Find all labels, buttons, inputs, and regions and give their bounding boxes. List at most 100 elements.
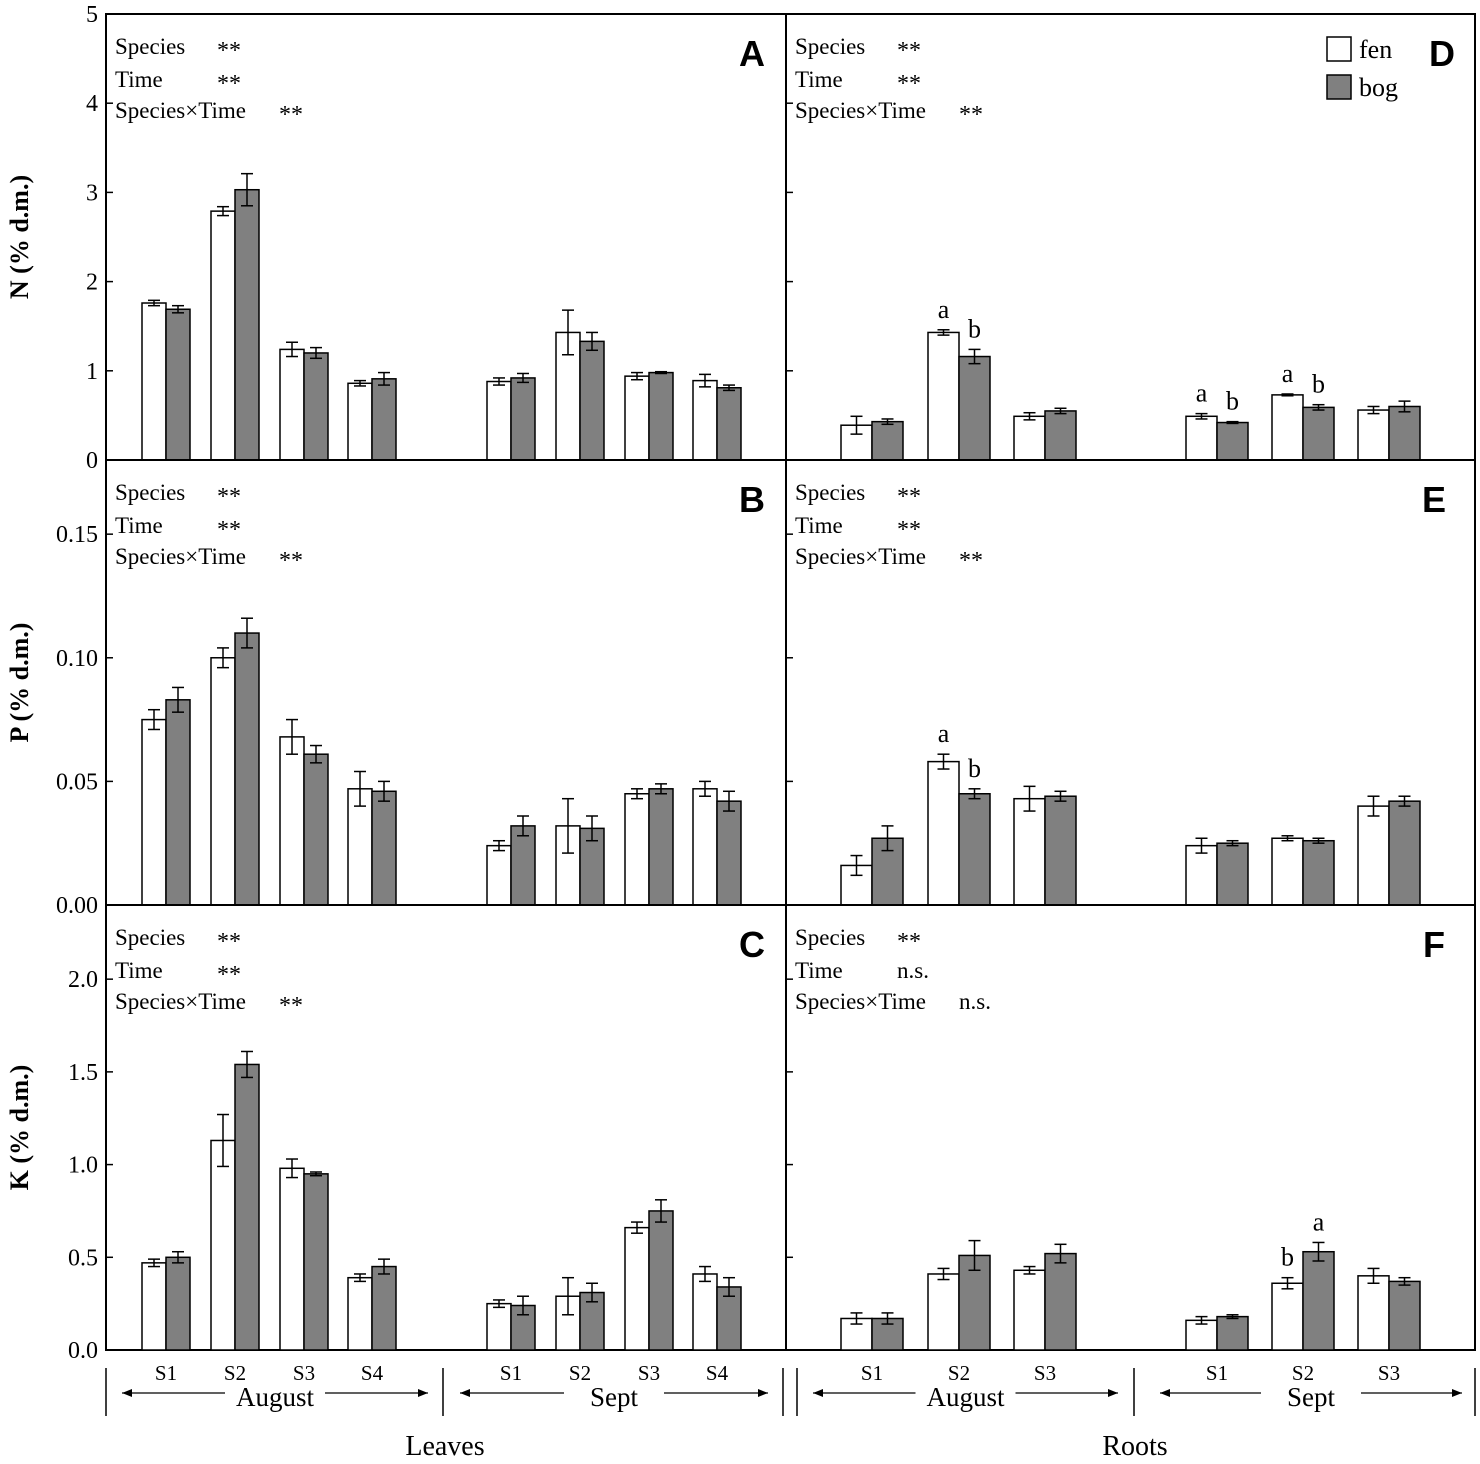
bar-bog xyxy=(1216,1315,1249,1351)
period-label: Sept xyxy=(1287,1382,1336,1412)
y-tick-label: 4 xyxy=(86,91,98,117)
stat-label: Species×Time xyxy=(795,544,926,569)
bar-fen xyxy=(1357,1275,1390,1351)
stat-value: ** xyxy=(897,71,921,97)
stat-label: Time xyxy=(115,67,163,92)
stat-label: Species×Time xyxy=(795,98,926,123)
bar-bog xyxy=(1216,421,1249,461)
stat-value: ** xyxy=(897,929,921,955)
bar-fen xyxy=(624,1226,650,1351)
stat-value: ** xyxy=(959,102,983,128)
y-tick-label: 0.15 xyxy=(56,522,98,548)
x-tick-label: S3 xyxy=(1034,1361,1056,1385)
stat-value: ** xyxy=(217,962,241,988)
y-tick-label: 1.0 xyxy=(68,1153,98,1179)
bar-fen xyxy=(279,1167,305,1351)
y-tick-label: 3 xyxy=(86,180,98,206)
panel-letter: D xyxy=(1429,33,1455,74)
panel-letter: F xyxy=(1423,924,1445,965)
stat-label: Time xyxy=(795,958,843,983)
significance-letter: a xyxy=(938,719,950,748)
stat-value: ** xyxy=(217,484,241,510)
bar-fen xyxy=(347,788,373,906)
stat-value: ** xyxy=(217,71,241,97)
bar-bog xyxy=(510,377,536,461)
significance-letter: a xyxy=(1313,1207,1325,1236)
bar-bog xyxy=(648,788,674,906)
bar-fen xyxy=(210,210,236,461)
stat-label: Species xyxy=(115,480,185,505)
significance-letter: b xyxy=(1312,370,1325,399)
group-label-roots: Roots xyxy=(1102,1431,1167,1459)
y-tick-label: 5 xyxy=(86,2,98,28)
x-tick-label: S1 xyxy=(155,1361,177,1385)
arrow-left-icon xyxy=(122,1389,132,1397)
significance-letter: b xyxy=(968,754,981,783)
stat-label: Species×Time xyxy=(795,989,926,1014)
y-tick-label: 0.05 xyxy=(56,769,98,795)
bar-fen xyxy=(1013,797,1046,906)
bar-fen xyxy=(141,1262,167,1351)
bar-bog xyxy=(579,827,605,906)
y-tick-label: 1 xyxy=(86,359,98,385)
bar-bog xyxy=(871,420,904,461)
bar-bog xyxy=(1302,839,1335,906)
bar-fen xyxy=(692,1273,718,1351)
bar-bog xyxy=(1388,800,1421,906)
bar-bog xyxy=(1044,795,1077,906)
y-tick-label: 2 xyxy=(86,270,98,296)
stat-value: n.s. xyxy=(959,989,991,1014)
bar-fen xyxy=(692,379,718,461)
stat-label: Time xyxy=(115,958,163,983)
bar-fen xyxy=(210,657,236,906)
stat-value: ** xyxy=(959,548,983,574)
bar-fen xyxy=(1185,844,1218,906)
panel-letter: E xyxy=(1422,479,1446,520)
panel-frame-b xyxy=(105,459,787,906)
stat-label: Species xyxy=(795,925,865,950)
stat-value: ** xyxy=(279,993,303,1019)
x-tick-label: S4 xyxy=(706,1361,729,1385)
stat-value: ** xyxy=(217,929,241,955)
x-tick-label: S4 xyxy=(361,1361,384,1385)
bar-bog xyxy=(716,386,742,461)
bar-bog xyxy=(234,632,260,906)
bar-bog xyxy=(1216,842,1249,906)
significance-letter: a xyxy=(938,295,950,324)
arrow-left-icon xyxy=(1160,1389,1170,1397)
panel-letter: A xyxy=(739,33,765,74)
panel-letter: C xyxy=(739,924,765,965)
arrow-right-icon xyxy=(1452,1389,1462,1397)
arrow-right-icon xyxy=(418,1389,428,1397)
y-axis-label: N (% d.m.) xyxy=(5,175,34,299)
bar-fen xyxy=(1271,837,1304,906)
arrow-left-icon xyxy=(813,1389,823,1397)
bar-bog xyxy=(579,340,605,461)
bar-fen xyxy=(1013,1269,1046,1351)
bar-bog xyxy=(1044,1252,1077,1351)
significance-letter: b xyxy=(1226,387,1239,416)
stat-value: ** xyxy=(217,38,241,64)
x-tick-label: S3 xyxy=(638,1361,660,1385)
bar-bog xyxy=(371,790,397,906)
stat-label: Species×Time xyxy=(115,989,246,1014)
bar-fen xyxy=(279,736,305,906)
x-tick-label: S1 xyxy=(500,1361,522,1385)
legend-swatch-bog xyxy=(1326,74,1352,100)
bar-fen xyxy=(141,302,167,461)
bar-bog xyxy=(716,800,742,906)
bar-fen xyxy=(1357,805,1390,906)
panel-frame-c xyxy=(105,904,787,1351)
stat-value: ** xyxy=(279,548,303,574)
legend-swatch-fen xyxy=(1326,36,1352,62)
period-label: August xyxy=(236,1382,315,1412)
bar-bog xyxy=(165,1256,191,1351)
bar-bog xyxy=(234,188,260,461)
y-tick-label: 0.10 xyxy=(56,646,98,672)
bar-bog xyxy=(371,1265,397,1351)
x-tick-label: S2 xyxy=(224,1361,246,1385)
bar-bog xyxy=(303,352,329,461)
bar-fen xyxy=(279,348,305,461)
y-tick-label: 1.5 xyxy=(68,1060,98,1086)
